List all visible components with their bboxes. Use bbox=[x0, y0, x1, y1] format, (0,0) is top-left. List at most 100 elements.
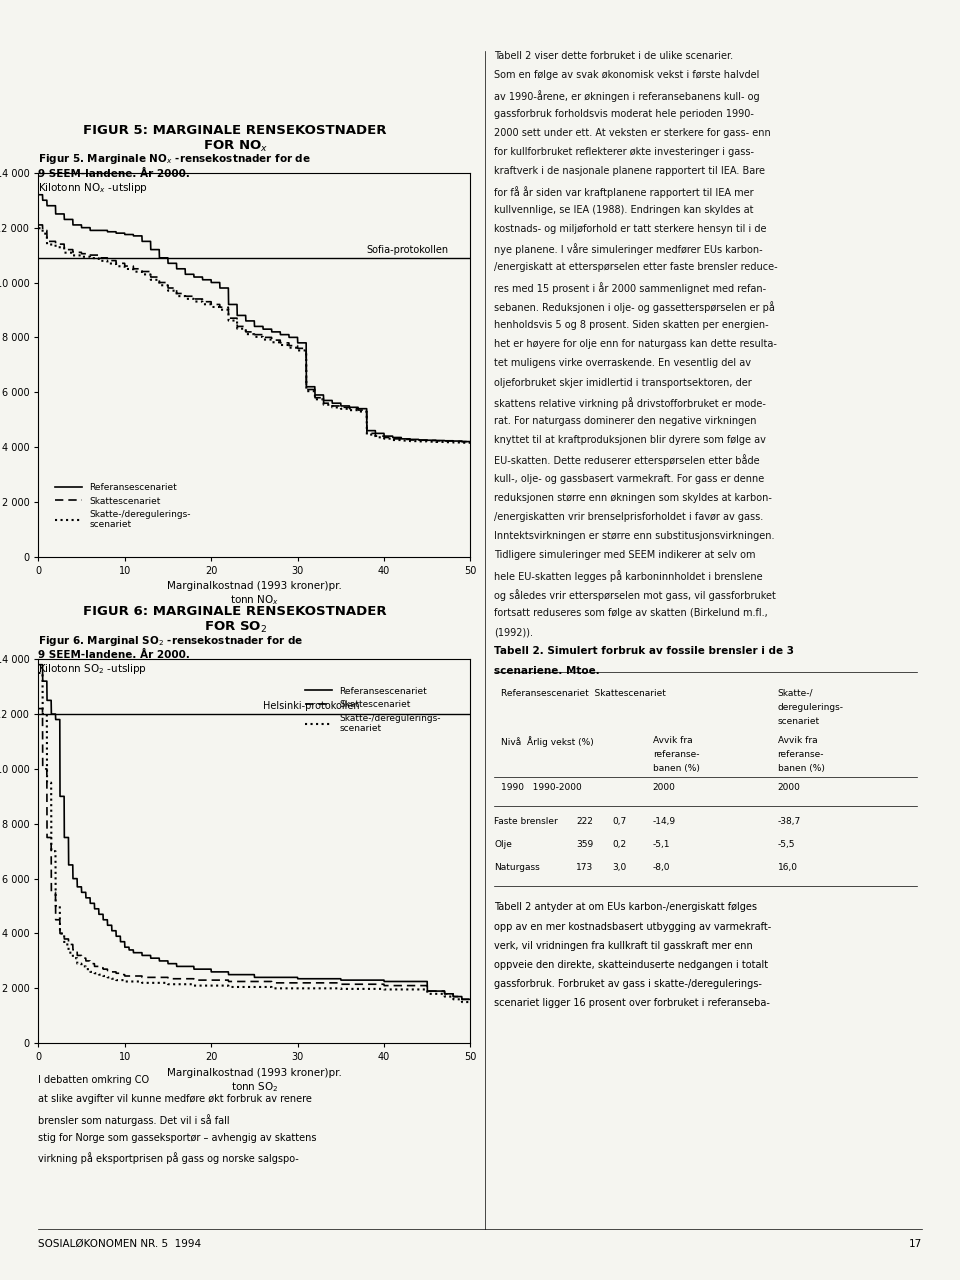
Skatte-/deregulerings-
scenariet bbox=[465, 995, 476, 1010]
Skattescenariet bbox=[372, 429, 384, 444]
Line: Skatte-/deregulerings-
scenariet: Skatte-/deregulerings- scenariet bbox=[38, 228, 470, 443]
Text: reduksjonen større enn økningen som skyldes at karbon-: reduksjonen større enn økningen som skyl… bbox=[494, 493, 772, 503]
Referansescenariet bbox=[33, 187, 44, 202]
Text: I debatten omkring CO: I debatten omkring CO bbox=[38, 1075, 150, 1085]
Skattescenariet bbox=[452, 434, 464, 449]
Text: banen (%): banen (%) bbox=[653, 764, 700, 773]
Referansescenariet bbox=[243, 966, 254, 982]
Text: 17: 17 bbox=[908, 1239, 922, 1249]
Text: 0,2: 0,2 bbox=[612, 840, 627, 849]
Text: Inntektsvirkningen er større enn substitusjonsvirkningen.: Inntektsvirkningen er større enn substit… bbox=[494, 531, 775, 541]
Referansescenariet bbox=[452, 989, 464, 1005]
Skatte-/deregulerings-
scenariet bbox=[231, 979, 243, 995]
Text: EU-skatten. Dette reduserer etterspørselen etter både: EU-skatten. Dette reduserer etterspørsel… bbox=[494, 454, 760, 466]
Skatte-/deregulerings-
scenariet bbox=[452, 435, 464, 451]
Text: FOR NO$_x$: FOR NO$_x$ bbox=[203, 138, 268, 154]
Skattescenariet bbox=[456, 434, 468, 449]
Skattescenariet bbox=[372, 977, 384, 992]
Skattescenariet bbox=[465, 992, 476, 1007]
Skatte-/deregulerings-
scenariet bbox=[231, 312, 243, 328]
Text: skattens relative virkning på drivstofforbruket er mode-: skattens relative virkning på drivstoffo… bbox=[494, 397, 766, 408]
Referansescenariet bbox=[372, 973, 384, 988]
X-axis label: Marginalkostnad (1993 kroner)pr.
tonn NO$_x$: Marginalkostnad (1993 kroner)pr. tonn NO… bbox=[167, 581, 342, 607]
Text: scenariet ligger 16 prosent over forbruket i referanseba-: scenariet ligger 16 prosent over forbruk… bbox=[494, 998, 770, 1009]
Skattescenariet bbox=[243, 974, 254, 989]
Text: opp av en mer kostnadsbasert utbygging av varmekraft-: opp av en mer kostnadsbasert utbygging a… bbox=[494, 922, 772, 932]
Skatte-/deregulerings-
scenariet bbox=[55, 925, 66, 941]
Text: for kullforbruket reflekterer økte investeringer i gass-: for kullforbruket reflekterer økte inves… bbox=[494, 147, 755, 157]
Text: 0,7: 0,7 bbox=[612, 817, 627, 826]
Referansescenariet bbox=[465, 434, 476, 449]
Text: Kilotonn SO$_2$ -utslipp: Kilotonn SO$_2$ -utslipp bbox=[38, 662, 148, 676]
Line: Skattescenariet: Skattescenariet bbox=[38, 709, 470, 1000]
Text: res med 15 prosent i år 2000 sammenlignet med refan-: res med 15 prosent i år 2000 sammenligne… bbox=[494, 282, 766, 293]
Text: Sofia-protokollen: Sofia-protokollen bbox=[367, 244, 449, 255]
Text: hele EU-skatten legges på karboninnholdet i brenslene: hele EU-skatten legges på karboninnholde… bbox=[494, 570, 763, 581]
Skatte-/deregulerings-
scenariet bbox=[452, 992, 464, 1007]
Text: kostnads- og miljøforhold er tatt sterkere hensyn til i de: kostnads- og miljøforhold er tatt sterke… bbox=[494, 224, 767, 234]
Line: Referansescenariet: Referansescenariet bbox=[38, 195, 470, 442]
Text: referanse-: referanse- bbox=[778, 750, 824, 759]
Text: sebanen. Reduksjonen i olje- og gassetterspørselen er på: sebanen. Reduksjonen i olje- og gassette… bbox=[494, 301, 776, 312]
Text: stig for Norge som gasseksportør – avhengig av skattens: stig for Norge som gasseksportør – avhen… bbox=[38, 1133, 317, 1143]
Referansescenariet bbox=[231, 966, 243, 982]
Text: /energiskatt at etterspørselen etter faste brensler reduce-: /energiskatt at etterspørselen etter fas… bbox=[494, 262, 778, 273]
Referansescenariet bbox=[231, 297, 243, 312]
Text: scenariene. Mtoe.: scenariene. Mtoe. bbox=[494, 666, 600, 676]
Referansescenariet bbox=[55, 788, 66, 804]
Text: 2000: 2000 bbox=[653, 783, 676, 792]
Text: gassforbruk. Forbruket av gass i skatte-/deregulerings-: gassforbruk. Forbruket av gass i skatte-… bbox=[494, 979, 762, 989]
Text: oljeforbruket skjer imidlertid i transportsektoren, der: oljeforbruket skjer imidlertid i transpo… bbox=[494, 378, 752, 388]
Text: Tabell 2 antyder at om EUs karbon-/energiskatt følges: Tabell 2 antyder at om EUs karbon-/energ… bbox=[494, 902, 757, 913]
Text: nye planene. I våre simuleringer medfører EUs karbon-: nye planene. I våre simuleringer medføre… bbox=[494, 243, 763, 255]
Text: kullvennlige, se IEA (1988). Endringen kan skyldes at: kullvennlige, se IEA (1988). Endringen k… bbox=[494, 205, 754, 215]
Referansescenariet bbox=[33, 657, 44, 672]
Skattescenariet bbox=[33, 701, 44, 717]
Text: -5,1: -5,1 bbox=[653, 840, 670, 849]
Legend: Referansescenariet, Skattescenariet, Skatte-/deregulerings-
scenariet: Referansescenariet, Skattescenariet, Ska… bbox=[52, 480, 195, 532]
Text: Nivå  Årlig vekst (%): Nivå Årlig vekst (%) bbox=[501, 736, 594, 746]
Skatte-/deregulerings-
scenariet bbox=[33, 220, 44, 236]
Text: av 1990-årene, er økningen i referansebanens kull- og: av 1990-årene, er økningen i referanseba… bbox=[494, 90, 760, 101]
Referansescenariet bbox=[452, 434, 464, 449]
Text: banen (%): banen (%) bbox=[778, 764, 825, 773]
Text: brensler som naturgass. Det vil i så fall: brensler som naturgass. Det vil i så fal… bbox=[38, 1114, 230, 1125]
Text: FOR SO$_2$: FOR SO$_2$ bbox=[204, 620, 267, 635]
Skatte-/deregulerings-
scenariet bbox=[33, 666, 44, 681]
Referansescenariet bbox=[456, 992, 468, 1007]
Text: 3,0: 3,0 bbox=[612, 863, 627, 872]
Text: at slike avgifter vil kunne medføre økt forbruk av renere: at slike avgifter vil kunne medføre økt … bbox=[38, 1094, 312, 1105]
Text: SOSIALØKONOMEN NR. 5  1994: SOSIALØKONOMEN NR. 5 1994 bbox=[38, 1239, 202, 1249]
Skattescenariet bbox=[452, 989, 464, 1005]
Text: 1990   1990-2000: 1990 1990-2000 bbox=[501, 783, 582, 792]
Text: Tidligere simuleringer med SEEM indikerer at selv om: Tidligere simuleringer med SEEM indikere… bbox=[494, 550, 756, 561]
Line: Skattescenariet: Skattescenariet bbox=[38, 225, 470, 442]
Skattescenariet bbox=[33, 218, 44, 233]
Skatte-/deregulerings-
scenariet bbox=[456, 435, 468, 451]
Text: het er høyere for olje enn for naturgass kan dette resulta-: het er høyere for olje enn for naturgass… bbox=[494, 339, 778, 349]
Text: /energiskatten vrir brenselprisforholdet i favør av gass.: /energiskatten vrir brenselprisforholdet… bbox=[494, 512, 763, 522]
Text: deregulerings-: deregulerings- bbox=[778, 703, 844, 712]
Skattescenariet bbox=[452, 989, 464, 1005]
Text: Figur 5. Marginale NO$_x$ -rensekostnader for de: Figur 5. Marginale NO$_x$ -rensekostnade… bbox=[38, 152, 311, 166]
Text: FIGUR 6: MARGINALE RENSEKOSTNADER: FIGUR 6: MARGINALE RENSEKOSTNADER bbox=[84, 605, 387, 618]
Skattescenariet bbox=[465, 434, 476, 449]
Text: rat. For naturgass dominerer den negative virkningen: rat. For naturgass dominerer den negativ… bbox=[494, 416, 756, 426]
Text: Tabell 2 viser dette forbruket i de ulike scenarier.: Tabell 2 viser dette forbruket i de ulik… bbox=[494, 51, 733, 61]
Text: Olje: Olje bbox=[494, 840, 513, 849]
Skatte-/deregulerings-
scenariet bbox=[452, 435, 464, 451]
Referansescenariet bbox=[372, 426, 384, 442]
Skatte-/deregulerings-
scenariet bbox=[372, 982, 384, 997]
Text: Avvik fra: Avvik fra bbox=[778, 736, 817, 745]
Text: 173: 173 bbox=[576, 863, 593, 872]
Skattescenariet bbox=[55, 237, 66, 252]
Text: Kilotonn NO$_x$ -utslipp: Kilotonn NO$_x$ -utslipp bbox=[38, 180, 149, 195]
Text: -38,7: -38,7 bbox=[778, 817, 801, 826]
Text: Tabell 2. Simulert forbruk av fossile brensler i de 3: Tabell 2. Simulert forbruk av fossile br… bbox=[494, 646, 795, 657]
Text: -8,0: -8,0 bbox=[653, 863, 670, 872]
Text: verk, vil vridningen fra kullkraft til gasskraft mer enn: verk, vil vridningen fra kullkraft til g… bbox=[494, 941, 754, 951]
Text: FIGUR 5: MARGINALE RENSEKOSTNADER: FIGUR 5: MARGINALE RENSEKOSTNADER bbox=[84, 124, 387, 137]
Text: Naturgass: Naturgass bbox=[494, 863, 540, 872]
Text: henholdsvis 5 og 8 prosent. Siden skatten per energien-: henholdsvis 5 og 8 prosent. Siden skatte… bbox=[494, 320, 769, 330]
Text: 9 SEEM-landene. År 2000.: 9 SEEM-landene. År 2000. bbox=[38, 169, 190, 179]
